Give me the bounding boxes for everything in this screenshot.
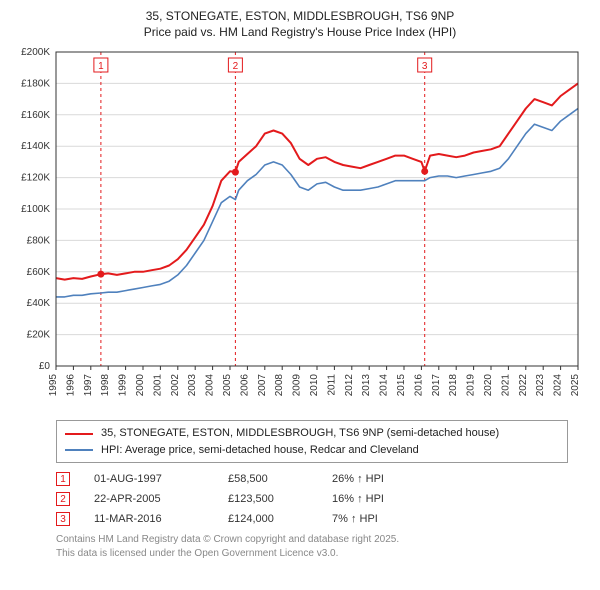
event-marker-3: 3 [56, 512, 70, 526]
svg-text:3: 3 [422, 61, 428, 72]
svg-text:2001: 2001 [152, 374, 163, 397]
svg-text:1999: 1999 [118, 374, 129, 397]
svg-text:£20K: £20K [27, 330, 51, 341]
svg-text:2004: 2004 [205, 374, 216, 397]
svg-text:2011: 2011 [326, 374, 337, 396]
svg-text:2014: 2014 [379, 374, 390, 397]
event-marker-2: 2 [56, 492, 70, 506]
svg-text:1997: 1997 [83, 374, 94, 397]
svg-text:1: 1 [98, 61, 104, 72]
svg-text:2008: 2008 [274, 374, 285, 397]
svg-text:2021: 2021 [500, 374, 511, 397]
event-date: 01-AUG-1997 [94, 473, 204, 485]
event-row: 2 22-APR-2005 £123,500 16% ↑ HPI [56, 489, 568, 509]
svg-text:2010: 2010 [309, 374, 320, 397]
svg-text:2023: 2023 [535, 374, 546, 397]
svg-text:2000: 2000 [135, 374, 146, 397]
legend-row-2: HPI: Average price, semi-detached house,… [65, 442, 559, 459]
title-block: 35, STONEGATE, ESTON, MIDDLESBROUGH, TS6… [12, 8, 588, 40]
footer: Contains HM Land Registry data © Crown c… [56, 533, 568, 560]
title-line-1: 35, STONEGATE, ESTON, MIDDLESBROUGH, TS6… [12, 8, 588, 24]
svg-text:2025: 2025 [570, 374, 581, 397]
svg-text:2013: 2013 [361, 374, 372, 397]
svg-text:£40K: £40K [27, 299, 51, 310]
event-price: £123,500 [228, 493, 308, 505]
svg-text:2007: 2007 [257, 374, 268, 397]
svg-text:2020: 2020 [483, 374, 494, 397]
svg-text:2016: 2016 [413, 374, 424, 397]
legend: 35, STONEGATE, ESTON, MIDDLESBROUGH, TS6… [56, 420, 568, 463]
svg-text:£180K: £180K [21, 79, 50, 90]
svg-text:£100K: £100K [21, 204, 50, 215]
event-delta: 7% ↑ HPI [332, 513, 378, 525]
svg-text:1998: 1998 [100, 374, 111, 397]
svg-text:2006: 2006 [239, 374, 250, 397]
chart: £0 £20K £40K £60K £80K £100K £120K £140K £160K £1… [12, 44, 588, 414]
svg-text:2: 2 [233, 61, 239, 72]
svg-text:1996: 1996 [65, 374, 76, 397]
svg-text:£140K: £140K [21, 142, 50, 153]
svg-text:£160K: £160K [21, 110, 50, 121]
title-line-2: Price paid vs. HM Land Registry's House … [12, 24, 588, 40]
svg-text:2018: 2018 [448, 374, 459, 397]
svg-text:2017: 2017 [431, 374, 442, 397]
svg-text:£120K: £120K [21, 173, 50, 184]
event-date: 11-MAR-2016 [94, 513, 204, 525]
svg-text:2005: 2005 [222, 374, 233, 397]
event-price: £124,000 [228, 513, 308, 525]
svg-text:2003: 2003 [187, 374, 198, 397]
footer-line-1: Contains HM Land Registry data © Crown c… [56, 533, 568, 547]
legend-swatch-1 [65, 433, 93, 435]
legend-swatch-2 [65, 449, 93, 451]
legend-label-1: 35, STONEGATE, ESTON, MIDDLESBROUGH, TS6… [101, 425, 499, 442]
svg-text:1995: 1995 [48, 374, 59, 397]
event-delta: 16% ↑ HPI [332, 493, 384, 505]
svg-text:£60K: £60K [27, 267, 51, 278]
svg-text:2002: 2002 [170, 374, 181, 397]
legend-row-1: 35, STONEGATE, ESTON, MIDDLESBROUGH, TS6… [65, 425, 559, 442]
svg-text:2024: 2024 [553, 374, 564, 397]
svg-text:2009: 2009 [292, 374, 303, 397]
svg-text:£80K: £80K [27, 236, 51, 247]
event-row: 1 01-AUG-1997 £58,500 26% ↑ HPI [56, 469, 568, 489]
event-delta: 26% ↑ HPI [332, 473, 384, 485]
svg-text:£200K: £200K [21, 47, 50, 58]
legend-label-2: HPI: Average price, semi-detached house,… [101, 442, 419, 459]
event-date: 22-APR-2005 [94, 493, 204, 505]
svg-text:£0: £0 [39, 361, 51, 372]
events-table: 1 01-AUG-1997 £58,500 26% ↑ HPI 2 22-APR… [56, 469, 568, 529]
svg-text:2022: 2022 [518, 374, 529, 397]
event-marker-1: 1 [56, 472, 70, 486]
event-row: 3 11-MAR-2016 £124,000 7% ↑ HPI [56, 509, 568, 529]
svg-text:2015: 2015 [396, 374, 407, 397]
footer-line-2: This data is licensed under the Open Gov… [56, 547, 568, 561]
event-price: £58,500 [228, 473, 308, 485]
chart-svg: £0 £20K £40K £60K £80K £100K £120K £140K £160K £1… [12, 44, 588, 414]
chart-container: 35, STONEGATE, ESTON, MIDDLESBROUGH, TS6… [0, 0, 600, 568]
svg-text:2019: 2019 [466, 374, 477, 397]
svg-text:2012: 2012 [344, 374, 355, 397]
